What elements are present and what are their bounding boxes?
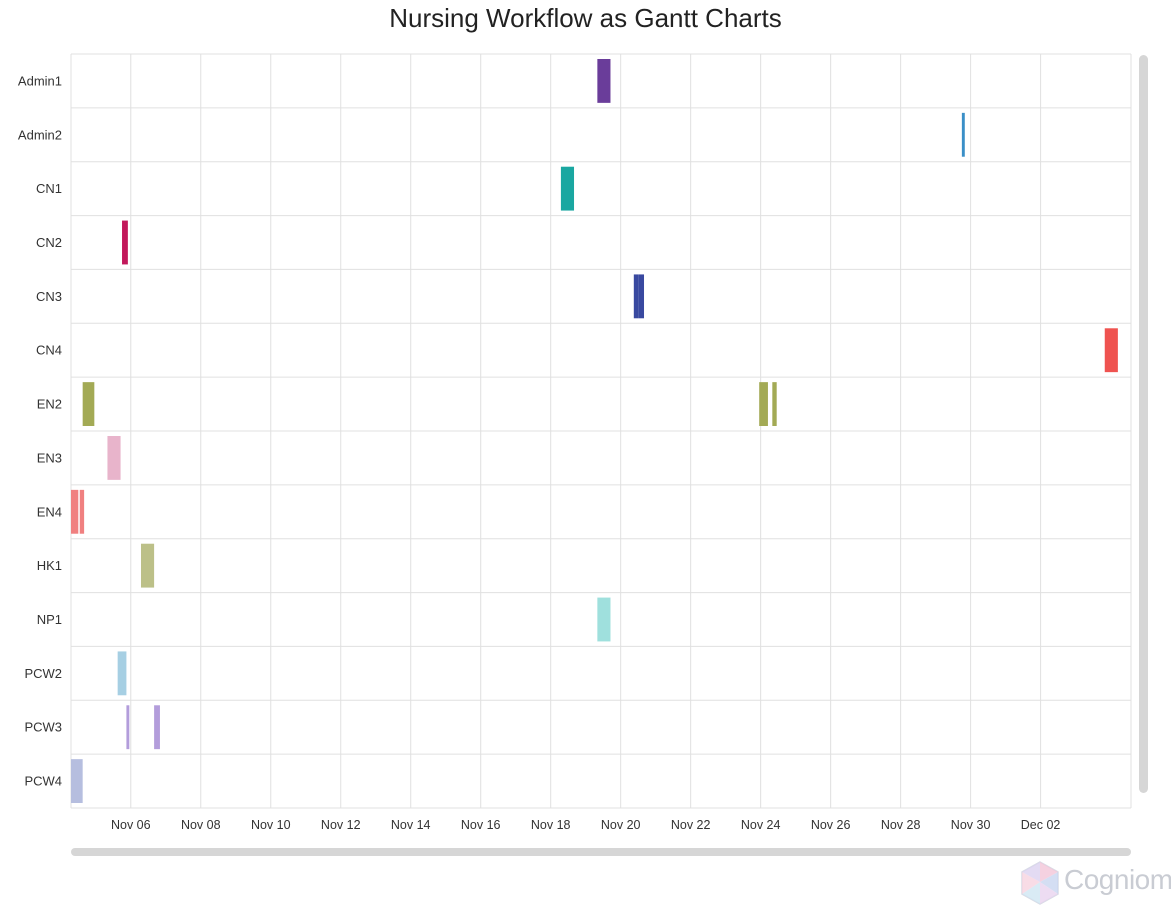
cogniom-logo: Cogniom — [1018, 858, 1171, 906]
row-label: CN3 — [36, 289, 62, 304]
x-tick-label: Nov 28 — [881, 818, 921, 832]
x-tick-label: Nov 18 — [531, 818, 571, 832]
x-tick-label: Nov 22 — [671, 818, 711, 832]
row-label: NP1 — [37, 612, 62, 627]
task-bar — [117, 651, 127, 696]
row-label: PCW3 — [24, 720, 62, 735]
task-bar — [759, 382, 768, 426]
task-bar — [633, 274, 639, 319]
row-label: EN4 — [37, 504, 62, 519]
task-bar — [71, 759, 83, 803]
x-tick-label: Nov 20 — [601, 818, 641, 832]
x-tick-label: Dec 02 — [1021, 818, 1061, 832]
x-tick-label: Nov 10 — [251, 818, 291, 832]
x-tick-label: Nov 16 — [461, 818, 501, 832]
x-tick-label: Nov 08 — [181, 818, 221, 832]
task-bar — [638, 274, 645, 319]
x-tick-label: Nov 30 — [951, 818, 991, 832]
task-bar — [79, 489, 85, 534]
vertical-scrollbar[interactable] — [1139, 55, 1148, 793]
task-bar — [126, 705, 130, 750]
chart-title: Nursing Workflow as Gantt Charts — [389, 3, 782, 33]
cogniom-logo-icon — [1021, 861, 1059, 905]
task-bar — [154, 705, 160, 750]
task-bar — [597, 59, 611, 103]
x-tick-label: Nov 26 — [811, 818, 851, 832]
task-bar — [122, 220, 128, 265]
row-label: Admin2 — [18, 127, 62, 142]
row-label: PCW2 — [24, 666, 62, 681]
row-label: CN4 — [36, 343, 62, 358]
x-tick-label: Nov 14 — [391, 818, 431, 832]
row-label: Admin1 — [18, 73, 62, 88]
row-label: EN2 — [37, 397, 62, 412]
x-tick-label: Nov 24 — [741, 818, 781, 832]
task-bar — [560, 166, 575, 211]
task-bar — [961, 112, 965, 157]
row-label: CN2 — [36, 235, 62, 250]
task-bar — [772, 382, 777, 426]
task-bar — [107, 436, 121, 480]
row-label: EN3 — [37, 450, 62, 465]
row-label: CN1 — [36, 181, 62, 196]
x-tick-label: Nov 12 — [321, 818, 361, 832]
task-bar — [1104, 328, 1118, 373]
row-label: HK1 — [37, 558, 62, 573]
task-bar — [140, 543, 155, 588]
task-bar — [82, 382, 95, 426]
horizontal-scrollbar[interactable] — [71, 848, 1131, 856]
task-bar — [71, 489, 79, 534]
row-label: PCW4 — [24, 774, 62, 789]
x-tick-label: Nov 06 — [111, 818, 151, 832]
cogniom-logo-text: Cogniom — [1064, 864, 1171, 895]
task-bar — [597, 597, 611, 642]
